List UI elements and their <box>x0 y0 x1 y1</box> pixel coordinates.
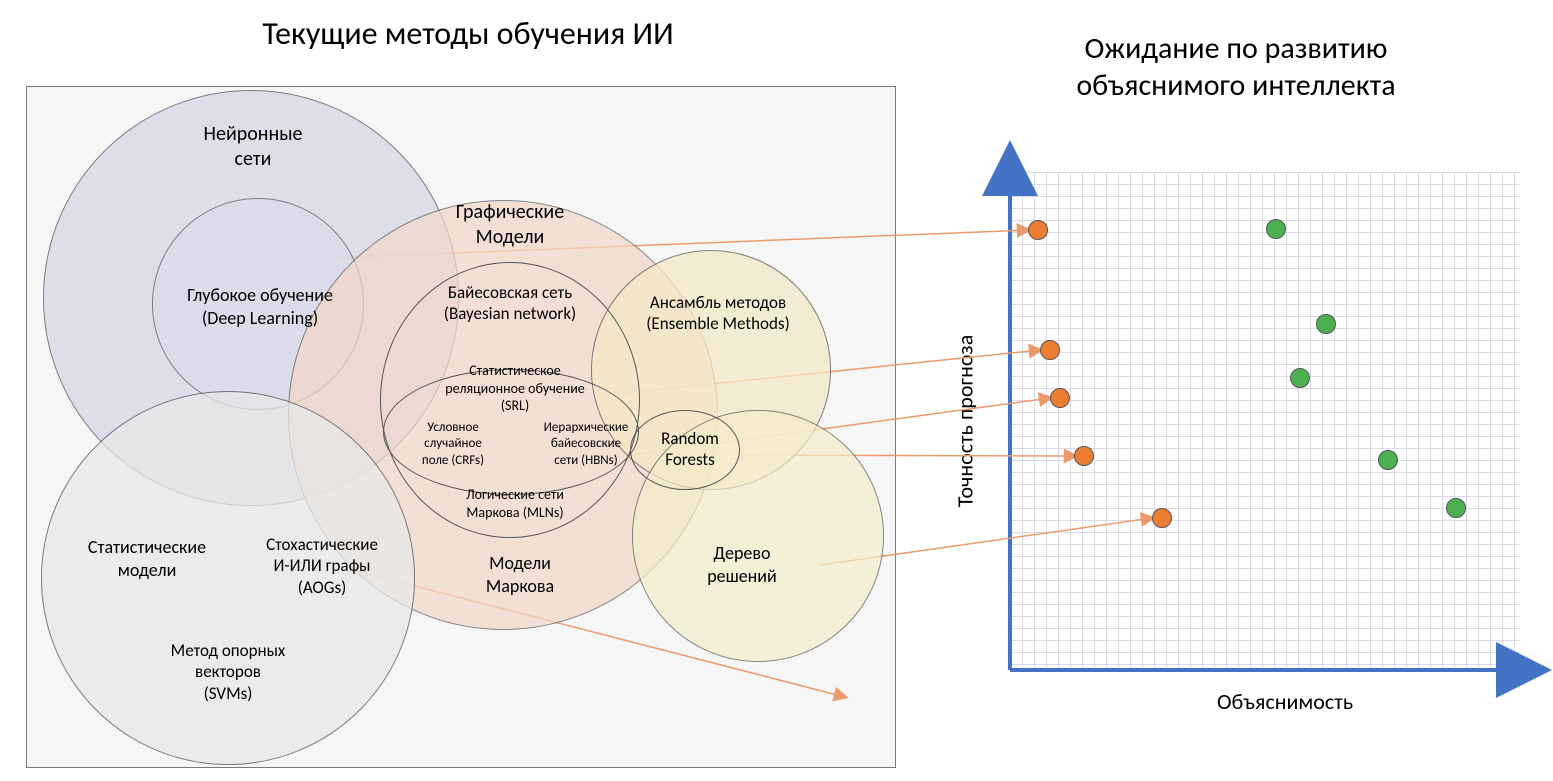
scatter-dot-green-1 <box>1316 314 1336 334</box>
scatter-dot-orange-0 <box>1028 220 1048 240</box>
venn-label-mln_lbl: Логические сетиМаркова (MLNs) <box>420 486 610 521</box>
venn-label-hbn_lbl: Иерархическиебайесовскиесети (HBNs) <box>516 420 656 469</box>
venn-label-aog_lbl: СтохастическиеИ-ИЛИ графы(AOGs) <box>232 534 412 598</box>
scatter-dot-green-2 <box>1290 368 1310 388</box>
scatter-dot-orange-2 <box>1050 388 1070 408</box>
venn-label-stat_lbl: Статистическиемодели <box>52 536 242 581</box>
venn-label-decision_lbl: Дереворешений <box>672 542 812 587</box>
scatter-dot-orange-1 <box>1040 340 1060 360</box>
y-axis-label: Точность прогноза <box>951 261 979 581</box>
venn-label-crf_lbl: Условноеслучайноеполе (CRFs) <box>388 420 518 469</box>
venn-label-neural_lbl: Нейронныесети <box>158 122 348 172</box>
venn-label-graphical_lbl: ГрафическиеМодели <box>410 200 610 250</box>
scatter-grid <box>1010 172 1520 670</box>
venn-label-deep_lbl: Глубокое обучение(Deep Learning) <box>160 284 360 329</box>
left-title: Текущие методы обучения ИИ <box>158 14 778 53</box>
scatter-dot-green-4 <box>1446 498 1466 518</box>
scatter-dot-green-0 <box>1266 219 1286 239</box>
venn-label-rf_lbl: RandomForests <box>640 428 740 471</box>
venn-label-svm_lbl: Метод опорныхвекторов(SVMs) <box>128 640 328 704</box>
venn-label-ensemble_lbl: Ансамбль методов(Ensemble Methods) <box>618 292 818 335</box>
scatter-dot-green-3 <box>1378 450 1398 470</box>
right-title: Ожидание по развитиюобъяснимого интеллек… <box>956 30 1516 104</box>
scatter-dot-orange-3 <box>1074 446 1094 466</box>
venn-label-bayes_lbl: Байесовская сеть(Bayesian network) <box>400 282 620 325</box>
venn-label-markov_lbl: МоделиМаркова <box>450 552 590 597</box>
venn-label-srl_lbl: Статистическоереляционное обучение(SRL) <box>420 362 610 415</box>
scatter-dot-orange-4 <box>1152 508 1172 528</box>
x-axis-label: Объяснимость <box>1155 688 1415 716</box>
